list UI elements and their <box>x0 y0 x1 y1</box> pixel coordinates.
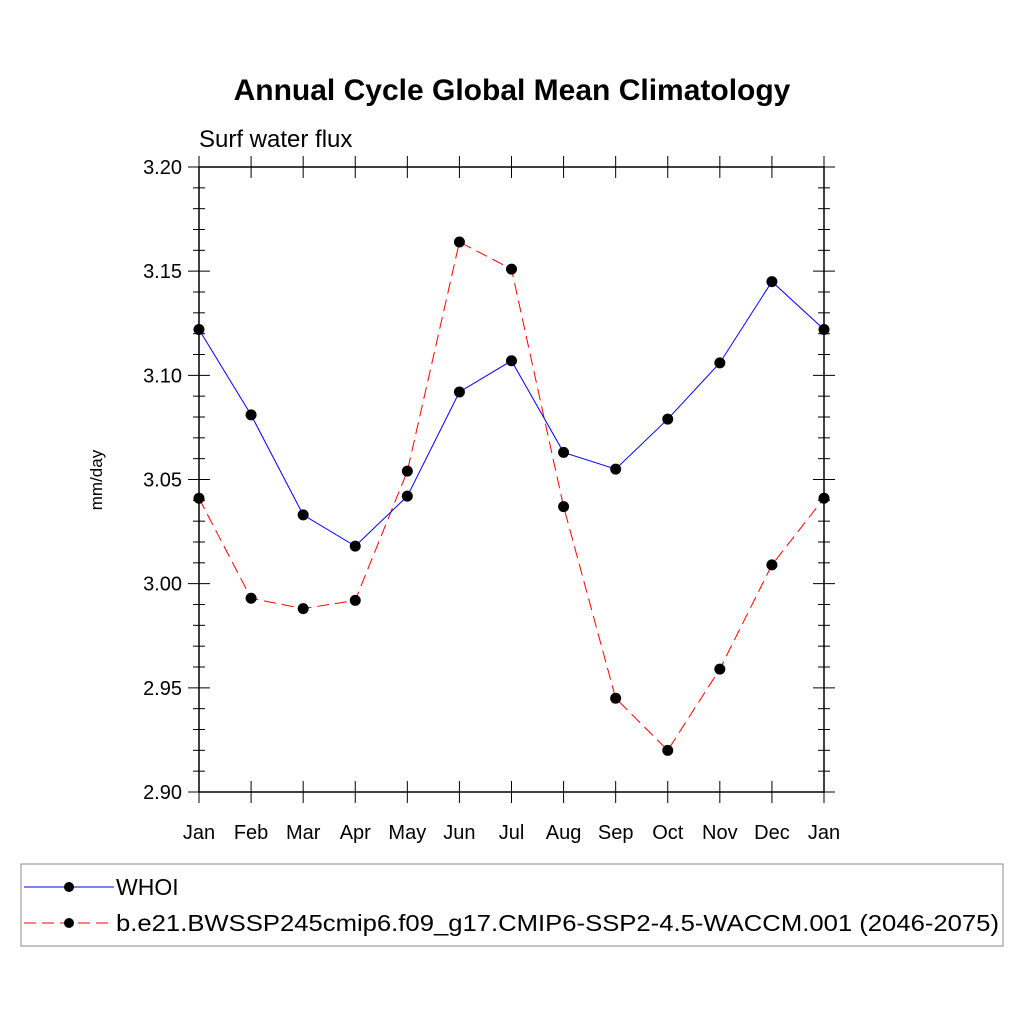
x-tick-label: Nov <box>702 822 738 844</box>
data-point-model <box>297 603 309 615</box>
data-point-whoi <box>349 540 361 552</box>
y-tick-label: 3.05 <box>143 470 182 492</box>
y-tick-label: 3.00 <box>143 574 182 596</box>
x-tick-label: Oct <box>652 822 684 844</box>
x-tick-label: Sep <box>598 822 634 844</box>
legend-label-whoi: WHOI <box>116 874 179 900</box>
x-tick-label: May <box>388 822 426 844</box>
y-tick-label: 2.90 <box>143 782 182 804</box>
legend-label-model: b.e21.BWSSP245cmip6.f09_g17.CMIP6-SSP2-4… <box>116 910 999 936</box>
y-tick-label: 2.95 <box>143 678 182 700</box>
data-point-whoi <box>401 490 413 502</box>
plot-frame <box>198 166 825 793</box>
x-tick-labels: Jan Feb Mar Apr May Jun Jul Aug Sep Oct Nov Dec Jan <box>183 822 840 844</box>
legend: WHOI b.e21.BWSSP245cmip6.f09_g17.CMIP6-S… <box>20 863 1004 947</box>
data-point-whoi <box>453 386 465 398</box>
data-point-whoi <box>506 355 517 367</box>
data-point-model <box>453 236 465 248</box>
data-point-model <box>558 501 570 513</box>
data-point-whoi <box>297 509 309 521</box>
x-tick-label: Jan <box>808 822 840 844</box>
x-tick-label: Jun <box>443 822 475 844</box>
data-point-whoi <box>714 357 726 369</box>
series-line-whoi <box>198 280 825 547</box>
legend-box <box>20 863 1004 947</box>
data-point-whoi <box>245 409 257 421</box>
data-point-model <box>610 692 622 704</box>
x-tick-label: Feb <box>234 822 268 844</box>
series-line-model <box>198 241 825 752</box>
chart-title: Annual Cycle Global Mean Climatology <box>234 74 791 107</box>
data-point-model <box>766 559 778 571</box>
data-point-model <box>714 663 726 675</box>
y-axis-label: mm/day <box>87 449 106 510</box>
x-tick-label: Apr <box>340 822 371 844</box>
x-tick-label: Aug <box>546 822 582 844</box>
data-point-whoi <box>558 446 570 458</box>
data-point-model <box>401 465 413 477</box>
y-tick-label: 3.20 <box>143 157 182 179</box>
legend-marker-whoi <box>64 882 74 892</box>
chart-subtitle: Surf water flux <box>199 126 352 153</box>
data-point-model <box>349 594 361 606</box>
legend-marker-model <box>64 918 74 928</box>
data-point-model <box>662 744 674 756</box>
series-layer <box>193 236 830 756</box>
x-tick-label: Jul <box>499 822 525 844</box>
data-point-model <box>245 592 257 604</box>
data-point-model <box>506 263 517 275</box>
data-point-whoi <box>662 413 674 425</box>
x-tick-label: Jan <box>183 822 215 844</box>
data-point-whoi <box>610 463 622 475</box>
x-tick-label: Dec <box>754 822 790 844</box>
x-tick-label: Mar <box>286 822 321 844</box>
y-tick-label: 3.10 <box>143 365 182 387</box>
y-tick-labels: 2.90 2.95 3.00 3.05 3.10 3.15 3.20 <box>143 157 182 804</box>
y-tick-label: 3.15 <box>143 261 182 283</box>
data-point-whoi <box>766 276 778 288</box>
